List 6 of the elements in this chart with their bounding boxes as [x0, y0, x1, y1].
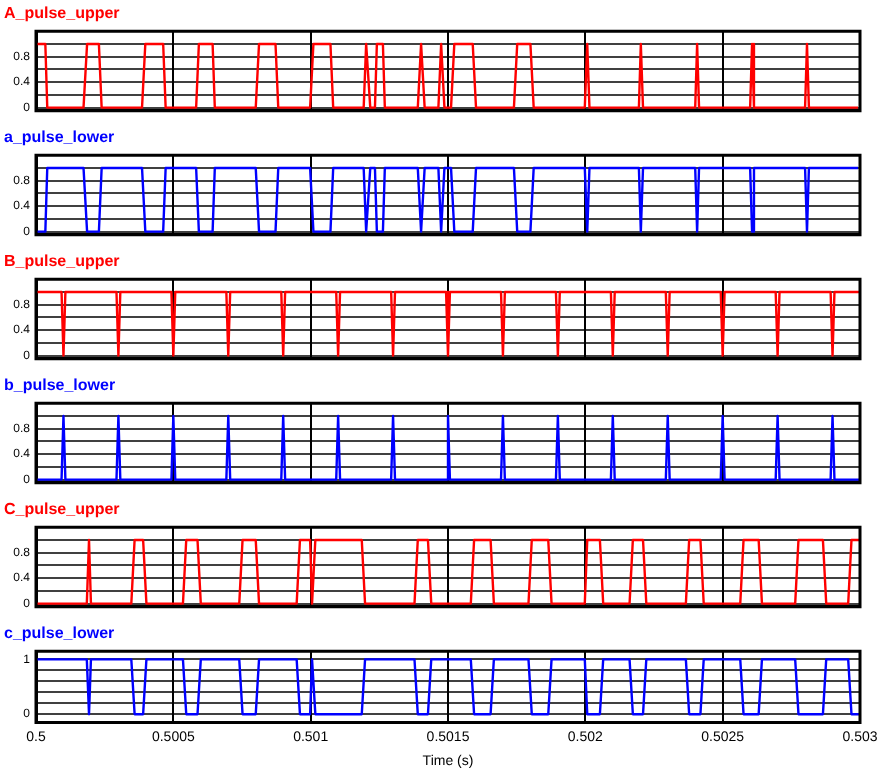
chart-title: B_pulse_upper [4, 252, 120, 271]
chart-title: a_pulse_lower [4, 128, 115, 147]
chart-title: A_pulse_upper [4, 4, 120, 23]
chart-title: C_pulse_upper [4, 500, 120, 519]
chart-title: b_pulse_lower [4, 376, 116, 395]
chart-title: c_pulse_lower [4, 624, 115, 643]
